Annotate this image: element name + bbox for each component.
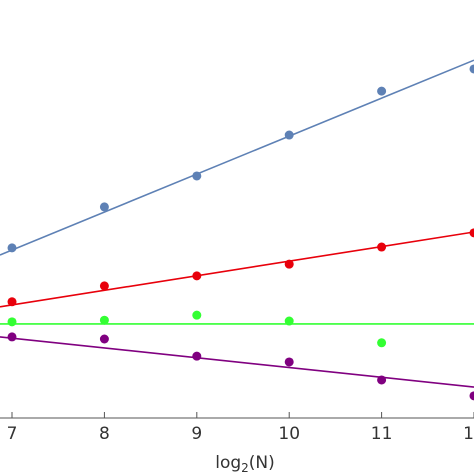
x-tick-label: 8: [99, 424, 110, 444]
point: [377, 242, 387, 252]
x-tick-label: 7: [7, 424, 18, 444]
fit-line: [0, 59, 474, 256]
point: [192, 310, 202, 320]
x-tick-label: 12: [463, 424, 474, 444]
point: [469, 391, 474, 401]
point: [99, 334, 109, 344]
point: [192, 271, 202, 281]
x-tick-label: 10: [278, 424, 300, 444]
point: [7, 297, 17, 307]
x-tick-label: 9: [191, 424, 202, 444]
point: [7, 332, 17, 342]
x-axis-label: log2(N): [215, 453, 275, 474]
point: [99, 202, 109, 212]
point: [7, 243, 17, 253]
point: [377, 375, 387, 385]
point: [284, 130, 294, 140]
point: [99, 281, 109, 291]
point: [7, 317, 17, 327]
point: [284, 316, 294, 326]
point: [469, 228, 474, 238]
point: [377, 338, 387, 348]
fit-line: [0, 336, 474, 388]
point: [377, 86, 387, 96]
point: [99, 315, 109, 325]
point: [284, 259, 294, 269]
point: [192, 171, 202, 181]
point: [469, 64, 474, 74]
point: [284, 357, 294, 367]
fit-line: [0, 231, 474, 308]
x-tick-label: 11: [371, 424, 393, 444]
point: [192, 351, 202, 361]
